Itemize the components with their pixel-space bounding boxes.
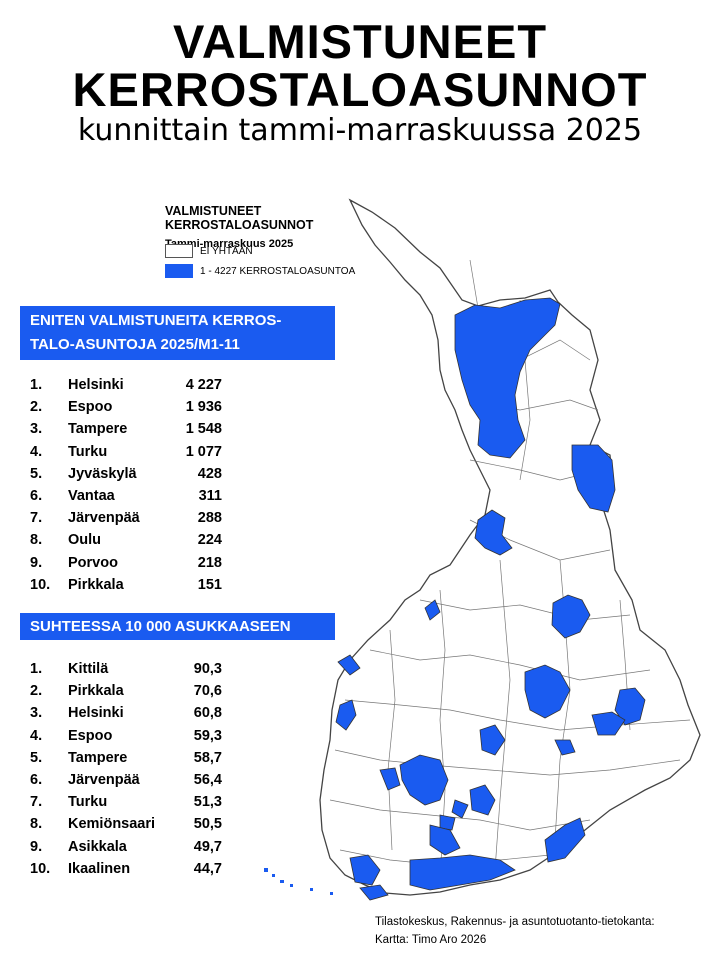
region-tampere [399, 754, 449, 806]
region-jamsa [479, 724, 506, 756]
legend-label-highlight: 1 - 4227 KERROSTALOASUNTOA [200, 265, 356, 277]
list-item: 4. Espoo 59,3 [30, 727, 222, 744]
absolute-ranking-heading: ENITEN VALMISTUNEITA KERROS- TALO-ASUNTO… [20, 306, 335, 360]
relative-ranking-heading: SUHTEESSA 10 000 ASUKKAASEEN [20, 613, 335, 640]
region-kittila-sodankyla [454, 297, 561, 459]
list-item: 2. Espoo 1 936 [30, 399, 222, 416]
region-kokkola [337, 654, 361, 676]
region-kajaani [551, 594, 591, 639]
legend: VALMISTUNEET KERROSTALOASUNNOT Tammi-mar… [165, 204, 405, 278]
region-ikaalinen [379, 767, 401, 791]
list-item: 8. Kemiönsaari 50,5 [30, 816, 222, 833]
absolute-ranking-list: 1. Helsinki 4 227 2. Espoo 1 936 3. Tampere 1 … [30, 374, 240, 596]
list-item: 5. Jyväskylä 428 [30, 465, 222, 482]
list-item: 10. Ikaalinen 44,7 [30, 860, 222, 877]
region-jyvaskyla [524, 664, 571, 719]
relative-ranking-list: 1. Kittilä 90,3 2. Pirkkala 70,6 3. Helsinki 6… [30, 658, 240, 880]
region-kuopio [591, 711, 626, 736]
region-mikkeli [554, 739, 576, 756]
region-vaasa [335, 699, 357, 731]
archipelago [264, 868, 333, 895]
list-item: 4. Turku 1 077 [30, 443, 222, 460]
region-kuusamo [571, 444, 616, 513]
list-item: 3. Tampere 1 548 [30, 421, 222, 438]
region-asikkala [451, 799, 469, 819]
region-pirkkala [439, 814, 456, 831]
title-line-2: KERROSTALOASUNNOT [72, 63, 648, 116]
legend-item-highlight: 1 - 4227 KERROSTALOASUNTOA [165, 264, 355, 278]
absolute-heading-line2: TALO-ASUNTOJA 2025/M1-11 [30, 336, 240, 353]
list-item: 9. Porvoo 218 [30, 554, 222, 571]
region-turku [349, 854, 381, 886]
source-note: Tilastokeskus, Rakennus- ja asuntotuotan… [375, 913, 655, 949]
legend-subtitle: Tammi-marraskuus 2025 [165, 238, 294, 250]
region-porvoo-helsinki [409, 854, 516, 891]
absolute-heading-line1: ENITEN VALMISTUNEITA KERROS- [30, 312, 282, 329]
list-item: 3. Helsinki 60,8 [30, 705, 222, 722]
title-line-1: VALMISTUNEET [172, 15, 548, 68]
region-lahti [469, 784, 496, 816]
list-item: 6. Järvenpää 56,4 [30, 772, 222, 789]
list-item: 6. Vantaa 311 [30, 488, 222, 505]
region-kemionsaari [359, 884, 389, 901]
list-item: 10. Pirkkala 151 [30, 576, 222, 593]
region-oulu [474, 509, 513, 556]
legend-label-none: EI YHTÄÄN [200, 245, 253, 257]
source-line-2: Kartta: Timo Aro 2026 [375, 934, 487, 946]
list-item: 9. Asikkala 49,7 [30, 838, 222, 855]
region-kotka [544, 817, 586, 863]
list-item: 5. Tampere 58,7 [30, 749, 222, 766]
legend-swatch-highlight [165, 264, 193, 278]
list-item: 1. Kittilä 90,3 [30, 661, 222, 678]
highlighted-municipalities [335, 297, 646, 901]
list-item: 8. Oulu 224 [30, 532, 222, 549]
region-joensuu [614, 687, 646, 726]
list-item: 7. Järvenpää 288 [30, 510, 222, 527]
subtitle: kunnittain tammi-marraskuussa 2025 [77, 113, 643, 148]
region-hameenlinna [429, 824, 461, 856]
legend-item-none: EI YHTÄÄN [165, 244, 253, 258]
region-raahe [424, 599, 441, 621]
list-item: 7. Turku 51,3 [30, 794, 222, 811]
source-line-1: Tilastokeskus, Rakennus- ja asuntotuotan… [375, 916, 655, 928]
legend-title: VALMISTUNEET KERROSTALOASUNNOT [165, 204, 314, 232]
legend-swatch-none [165, 244, 193, 258]
list-item: 1. Helsinki 4 227 [30, 377, 222, 394]
list-item: 2. Pirkkala 70,6 [30, 683, 222, 700]
